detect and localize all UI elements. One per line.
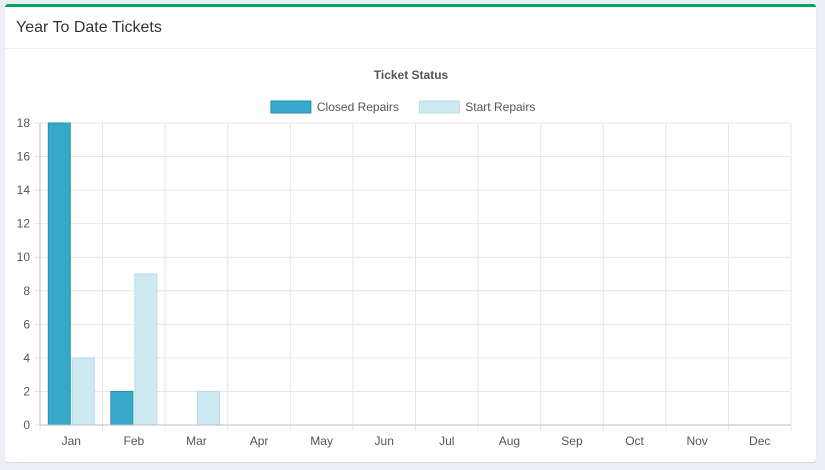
y-tick-label: 18 <box>17 116 31 130</box>
x-tick-label: Aug <box>499 434 520 448</box>
chart-title: Ticket Status <box>374 68 449 82</box>
y-tick-label: 8 <box>23 284 30 298</box>
x-tick-label: Jun <box>375 434 394 448</box>
panel-title: Year To Date Tickets <box>16 19 162 36</box>
x-tick-label: Mar <box>186 434 207 448</box>
y-tick-label: 16 <box>17 150 31 164</box>
grid <box>39 122 792 431</box>
x-tick-label: Apr <box>250 434 269 448</box>
y-tick-label: 2 <box>23 384 30 398</box>
legend-label-closed-repairs: Closed Repairs <box>317 100 399 114</box>
bar-start-repairs <box>196 390 220 426</box>
bar-closed-repairs <box>47 122 71 426</box>
x-tick-label: Jul <box>439 434 454 448</box>
y-tick-label: 0 <box>23 418 30 432</box>
legend-label-start-repairs: Start Repairs <box>465 100 535 114</box>
legend: Closed Repairs Start Repairs <box>270 100 535 114</box>
bar-closed-repairs <box>110 390 134 426</box>
bar-start-repairs <box>71 357 95 426</box>
x-tick-label: Dec <box>749 434 770 448</box>
legend-swatch-start-repairs <box>418 100 460 114</box>
panel-header: Year To Date Tickets <box>5 7 816 49</box>
x-tick-label: Jan <box>62 434 81 448</box>
x-tick-label: Oct <box>625 434 644 448</box>
x-tick-label: Feb <box>124 434 145 448</box>
y-tick-label: 12 <box>17 217 31 231</box>
y-tick-label: 10 <box>17 250 31 264</box>
bar-start-repairs <box>134 273 158 426</box>
bars <box>47 122 220 426</box>
x-tick-label: May <box>310 434 333 448</box>
y-tick-label: 4 <box>23 351 30 365</box>
axes: 0 2 4 6 8 10 12 14 16 18 Jan Feb Mar Apr May Jun Jul Aug S… <box>17 116 791 448</box>
y-tick-label: 14 <box>17 183 31 197</box>
legend-swatch-closed-repairs <box>270 100 312 114</box>
x-tick-label: Sep <box>561 434 583 448</box>
y-tick-label: 6 <box>23 317 30 331</box>
x-tick-label: Nov <box>686 434 707 448</box>
